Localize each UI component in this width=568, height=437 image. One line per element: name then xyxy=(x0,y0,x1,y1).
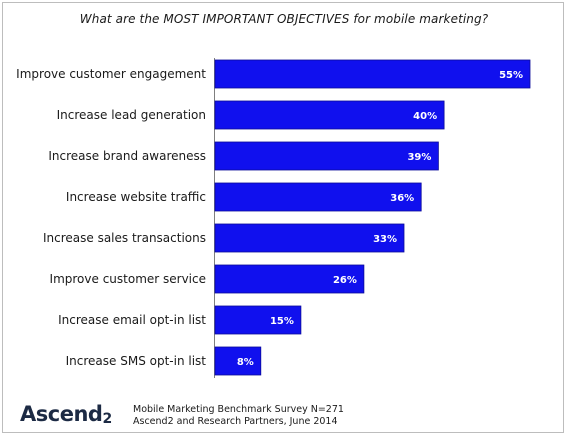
footnote-source: Ascend2 and Research Partners, June 2014 xyxy=(133,416,338,427)
chart-title: What are the MOST IMPORTANT OBJECTIVES f… xyxy=(79,12,489,26)
bar xyxy=(214,346,262,376)
value-label: 15% xyxy=(270,316,294,327)
footnote-survey: Mobile Marketing Benchmark Survey N=271 xyxy=(133,404,344,415)
value-label: 8% xyxy=(237,357,254,368)
chart-footnote: Mobile Marketing Benchmark Survey N=271 … xyxy=(133,404,344,428)
bar xyxy=(214,141,439,171)
bar xyxy=(214,264,365,294)
bars-layer: Improve customer engagement 55% Increase l… xyxy=(16,59,531,376)
value-label: 55% xyxy=(499,70,523,81)
value-label: 39% xyxy=(407,152,431,163)
category-label: Increase sales transactions xyxy=(43,231,206,245)
value-label: 33% xyxy=(373,234,397,245)
value-label: 36% xyxy=(390,193,414,204)
category-label: Improve customer engagement xyxy=(16,67,206,81)
category-label: Increase lead generation xyxy=(57,108,206,122)
bar xyxy=(214,59,531,89)
category-label: Increase email opt-in list xyxy=(58,313,206,327)
bar xyxy=(214,100,445,130)
ascend2-logo: Ascend2 xyxy=(20,402,112,429)
value-label: 26% xyxy=(333,275,357,286)
value-label: 40% xyxy=(413,111,437,122)
category-label: Improve customer service xyxy=(50,272,206,286)
logo-superscript: 2 xyxy=(102,411,112,427)
category-label: Increase website traffic xyxy=(66,190,206,204)
logo-text: Ascend xyxy=(20,402,103,426)
bar xyxy=(214,305,302,335)
category-label: Increase SMS opt-in list xyxy=(66,354,207,368)
category-label: Increase brand awareness xyxy=(48,149,206,163)
bar xyxy=(214,182,422,212)
bar xyxy=(214,223,405,253)
